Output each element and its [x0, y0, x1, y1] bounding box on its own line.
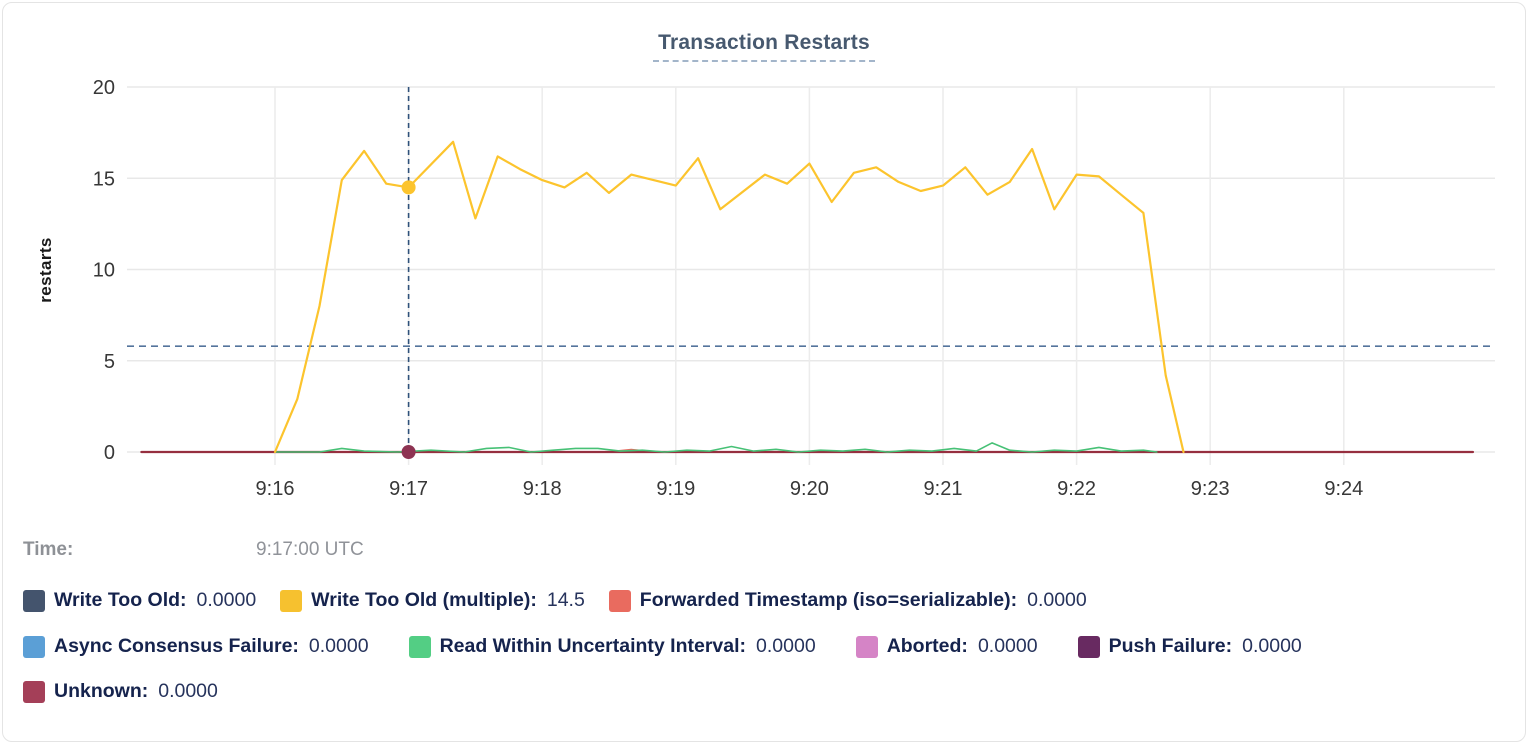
aborted-swatch [855, 635, 878, 658]
time-value: 9:17:00 UTC [256, 539, 364, 560]
crosshair-dot [401, 180, 416, 195]
legend-value: 0.0000 [1027, 589, 1087, 611]
time-label: Time: [23, 539, 74, 560]
legend-label: Write Too Old (multiple): [311, 589, 537, 611]
legend-item-unknown[interactable]: Unknown: 0.0000 [23, 680, 218, 703]
legend-label: Forwarded Timestamp (iso=serializable): [639, 589, 1018, 611]
legend-row-3: Unknown: 0.0000 [23, 680, 218, 703]
x-tick-label: 9:19 [656, 478, 695, 500]
x-tick-label: 9:24 [1324, 478, 1363, 500]
x-tick-label: 9:16 [256, 478, 295, 500]
legend-value: 0.0000 [158, 680, 218, 702]
x-tick-label: 9:20 [790, 478, 829, 500]
legend-item-async-consensus-failure[interactable]: Async Consensus Failure: 0.0000 [23, 635, 369, 658]
legend-row-1: Write Too Old: 0.0000 Write Too Old (mul… [23, 589, 1087, 612]
y-axis-label: restarts [36, 237, 55, 303]
y-tick-label: 10 [93, 260, 115, 282]
write-too-old-multiple-swatch [280, 589, 303, 612]
crosshair-dot [401, 445, 416, 459]
legend-value: 0.0000 [308, 635, 369, 657]
legend-item-push-failure[interactable]: Push Failure: 0.0000 [1077, 635, 1302, 658]
x-tick-label: 9:22 [1057, 478, 1096, 500]
async-consensus-failure-swatch [23, 635, 45, 658]
y-tick-label: 0 [104, 442, 115, 464]
push-failure-swatch [1077, 635, 1100, 658]
x-tick-label: 9:18 [523, 478, 562, 500]
x-tick-label: 9:23 [1191, 478, 1230, 500]
legend-value: 0.0000 [1242, 635, 1302, 657]
legend-item-write-too-old[interactable]: Write Too Old: 0.0000 [23, 589, 256, 612]
legend-item-forwarded-timestamp[interactable]: Forwarded Timestamp (iso=serializable): … [608, 589, 1087, 612]
legend-item-aborted[interactable]: Aborted: 0.0000 [855, 635, 1038, 658]
y-tick-label: 5 [104, 351, 115, 373]
y-tick-label: 15 [93, 168, 115, 190]
hover-time-row: Time: 9:17:00 UTC [23, 539, 364, 561]
legend-label: Aborted: [886, 635, 968, 657]
read-within-uncertainty-swatch [408, 635, 431, 658]
legend-value: 0.0000 [756, 635, 816, 657]
series-line-read-within-uncertainty-interval [274, 442, 1158, 453]
legend-row-2: Async Consensus Failure: 0.0000 Read Wit… [23, 635, 1302, 658]
x-tick-label: 9:17 [389, 478, 428, 500]
legend-label: Read Within Uncertainty Interval: [439, 635, 747, 657]
x-tick-label: 9:21 [924, 478, 963, 500]
chart-title[interactable]: Transaction Restarts [653, 31, 875, 62]
forwarded-timestamp-swatch [608, 589, 631, 612]
restarts-chart[interactable]: 0 5 10 15 20 9:16 9:17 9:18 9:19 9:20 9:21 9:22 9:23… [3, 3, 1526, 515]
legend-value: 14.5 [546, 589, 585, 611]
series-line-write-too-old-multiple- [273, 140, 1185, 454]
legend-label: Unknown: [54, 680, 149, 702]
unknown-swatch [23, 680, 45, 703]
legend-label: Async Consensus Failure: [54, 635, 299, 657]
legend-value: 0.0000 [977, 635, 1038, 657]
chart-title-wrap: Transaction Restarts [3, 31, 1525, 62]
legend-label: Push Failure: [1108, 635, 1233, 657]
write-too-old-swatch [23, 589, 45, 612]
legend-value: 0.0000 [196, 589, 257, 611]
y-tick-label: 20 [93, 77, 115, 99]
legend-item-read-within-uncertainty[interactable]: Read Within Uncertainty Interval: 0.0000 [408, 635, 816, 658]
legend-item-write-too-old-multiple[interactable]: Write Too Old (multiple): 14.5 [280, 589, 585, 612]
legend-label: Write Too Old: [54, 589, 187, 611]
